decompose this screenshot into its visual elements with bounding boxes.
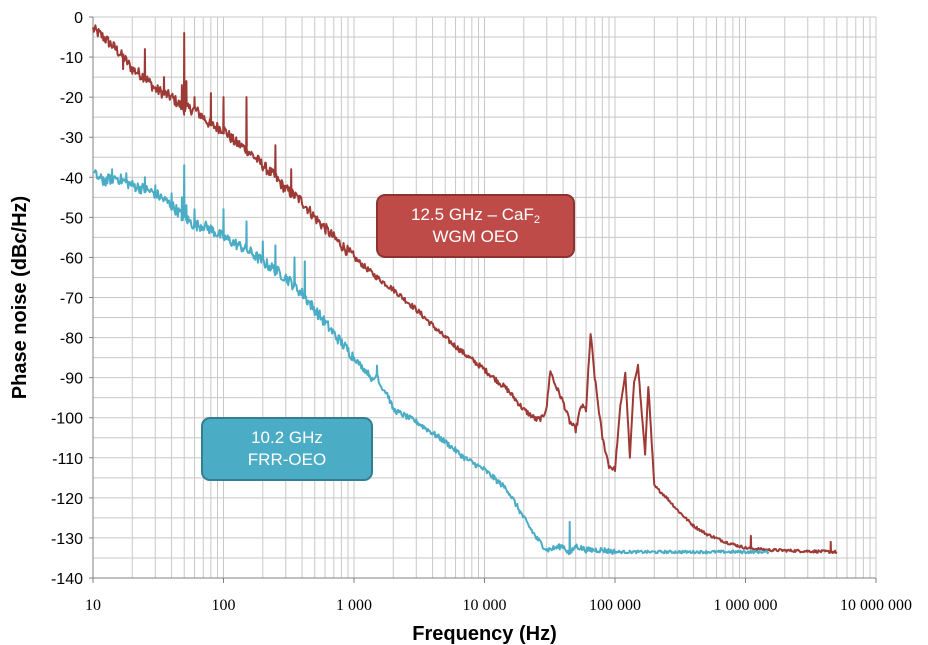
y-tick-label: -30: [60, 130, 83, 147]
x-tick-label: 1 000: [336, 597, 372, 614]
y-tick-label: 0: [74, 10, 83, 27]
wgm-oeo-label-line2: WGM OEO: [432, 227, 519, 246]
y-tick-label: -60: [60, 250, 83, 267]
series-lines: [92, 24, 838, 556]
series-line-0: [92, 24, 838, 554]
frr-oeo-label-line1: 10.2 GHz: [251, 428, 323, 447]
y-tick-label: -140: [51, 571, 83, 588]
x-axis-title: Frequency (Hz): [412, 623, 556, 645]
frr-oeo-label: 10.2 GHz FRR-OEO: [201, 417, 373, 481]
x-tick-label: 10: [85, 597, 101, 614]
series-line-1: [92, 164, 770, 556]
x-tick-label: 10 000: [463, 597, 507, 614]
wgm-oeo-label-line1: 12.5 GHz – CaF2: [411, 205, 540, 226]
y-tick-label: -100: [51, 411, 83, 428]
y-tick-label: -70: [60, 291, 83, 308]
y-tick-label: -130: [51, 531, 83, 548]
y-tick-label: -20: [60, 90, 83, 107]
x-tick-label: 10 000 000: [840, 597, 912, 614]
y-tick-label: -120: [51, 491, 83, 508]
y-tick-label: -80: [60, 331, 83, 348]
y-tick-label: -40: [60, 170, 83, 187]
x-tick-label: 1 000 000: [714, 597, 778, 614]
y-tick-label: -90: [60, 371, 83, 388]
y-tick-labels: 0 -10 -20 -30 -40 -50 -60 -70 -80 -90 -100 -110 -120…: [51, 10, 93, 588]
y-tick-label: -50: [60, 210, 83, 227]
y-axis-title: Phase noise (dBc/Hz): [9, 196, 31, 399]
frr-oeo-label-line2: FRR-OEO: [247, 450, 327, 469]
x-tick-label: 100: [212, 597, 236, 614]
x-tick-labels: 10 100 1 000 10 000 100 000 1 000 000 10 000 0…: [85, 578, 912, 614]
y-tick-label: -10: [60, 50, 83, 67]
wgm-oeo-label: 12.5 GHz – CaF2 WGM OEO: [376, 194, 575, 258]
y-tick-label: -110: [52, 451, 83, 468]
x-tick-label: 100 000: [589, 597, 641, 614]
